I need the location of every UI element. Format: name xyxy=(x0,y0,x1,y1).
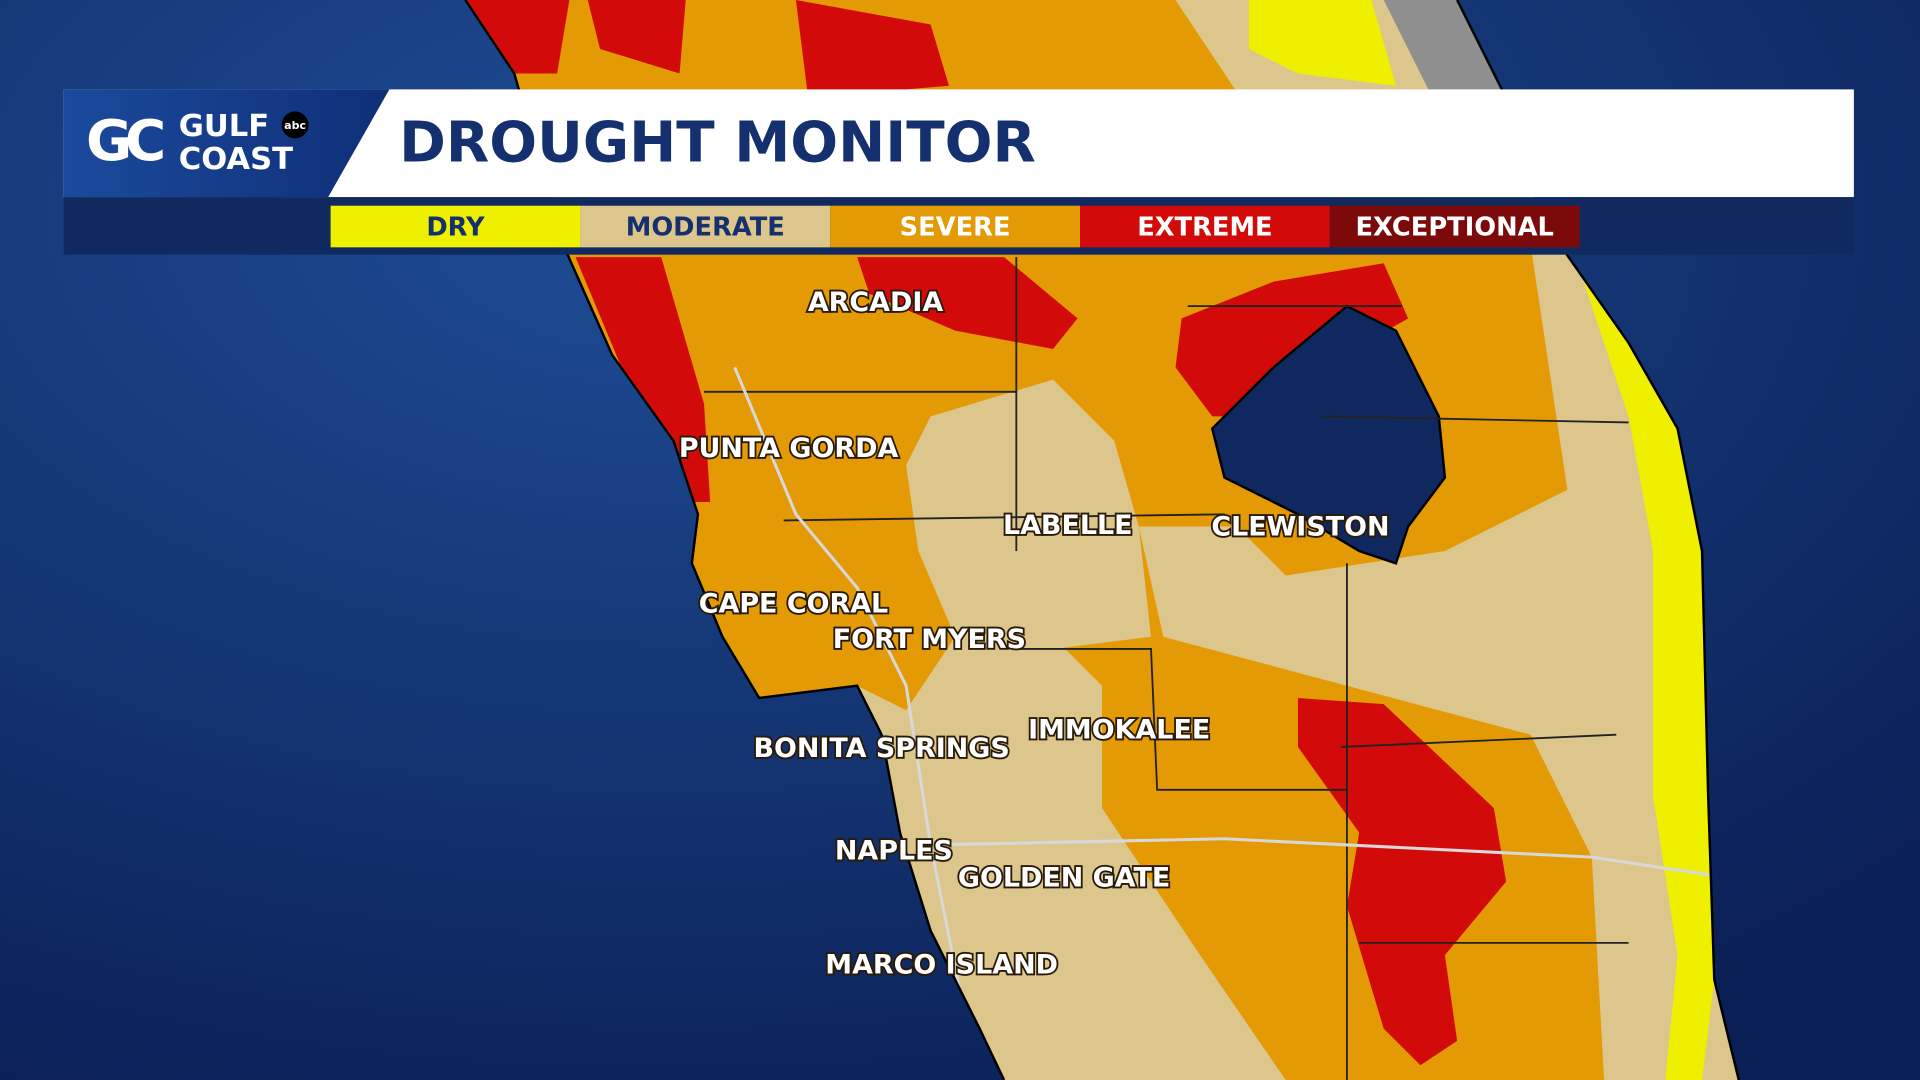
legend-label: EXCEPTIONAL xyxy=(1355,212,1553,242)
network-badge xyxy=(281,111,309,139)
title: DROUGHT MONITOR xyxy=(399,110,1036,175)
network-logo: abc xyxy=(284,119,306,132)
legend-label: EXTREME xyxy=(1137,212,1272,242)
logo-line2: COAST xyxy=(179,142,293,177)
county-lines xyxy=(704,257,1629,1080)
place-label: GOLDEN GATE xyxy=(958,863,1170,894)
legend-swatch xyxy=(1080,205,1330,248)
place-label: CAPE CORAL xyxy=(699,588,888,619)
place-label: BONITA SPRINGS xyxy=(753,733,1009,764)
place-label: PUNTA GORDA xyxy=(679,433,899,464)
place-label: LABELLE xyxy=(1003,510,1133,541)
extreme-areas xyxy=(465,0,1507,1066)
logo-panel xyxy=(63,89,390,198)
legend-label: SEVERE xyxy=(900,212,1011,242)
legend-swatch xyxy=(580,205,831,248)
legend-swatch xyxy=(330,205,581,248)
lake-okeechobee xyxy=(1210,304,1447,565)
place-label: ARCADIA xyxy=(808,287,944,318)
roads xyxy=(733,366,1715,1029)
no-data-area xyxy=(1383,0,1519,98)
legend-label: DRY xyxy=(426,212,485,242)
legend-swatch xyxy=(830,205,1080,248)
place-label: CLEWISTON xyxy=(1211,511,1389,542)
place-labels: ARCADIA PUNTA GORDA LABELLE CLEWISTON CAPE C… xyxy=(677,285,1391,982)
legend-label: MODERATE xyxy=(626,212,785,242)
place-label: NAPLES xyxy=(835,836,953,867)
place-label: MARCO ISLAND xyxy=(825,950,1058,981)
legend: DRY MODERATE SEVERE EXTREME EXCEPTIONAL xyxy=(330,205,1580,248)
legend-swatch xyxy=(1329,205,1580,248)
logo-monogram: GC xyxy=(86,109,163,174)
moderate-area xyxy=(906,379,1152,649)
logo-line1: GULF xyxy=(179,109,269,144)
dry-area xyxy=(1248,0,1396,86)
place-label: FORT MYERS xyxy=(833,624,1026,655)
place-label: IMMOKALEE xyxy=(1028,715,1210,746)
